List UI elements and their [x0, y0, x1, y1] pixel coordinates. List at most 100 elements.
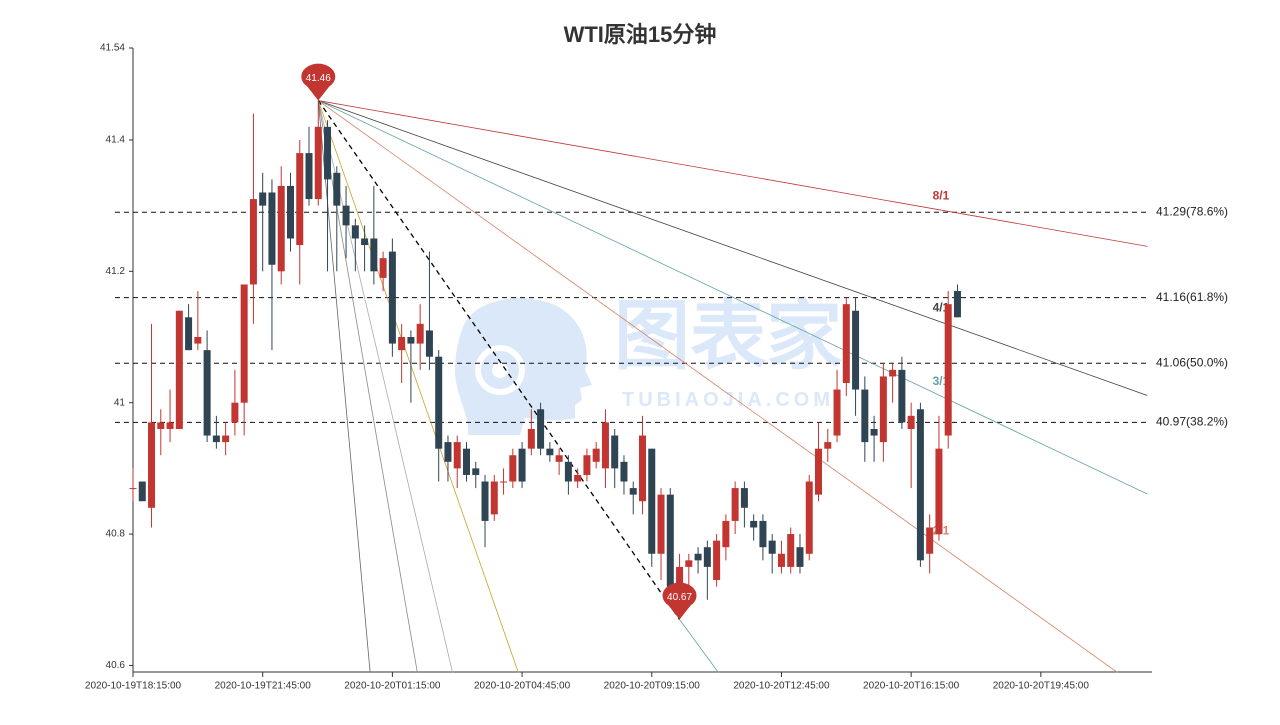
- candle-body: [286, 185, 294, 239]
- candle-body: [351, 225, 359, 239]
- candle-body: [249, 199, 257, 285]
- candle-body: [879, 376, 887, 443]
- level-label: 40.97(38.2%): [1156, 415, 1228, 429]
- candle-body: [926, 527, 934, 554]
- candle-body: [620, 461, 628, 482]
- y-tick-label: 41.4: [106, 135, 126, 146]
- x-tick-label: 2020-10-20T19:45:00: [993, 681, 1090, 692]
- candle-body: [555, 455, 563, 462]
- x-tick-label: 2020-10-20T12:45:00: [733, 681, 830, 692]
- marker-shape: [662, 582, 697, 620]
- candle-body: [435, 356, 443, 449]
- candle-body: [842, 304, 850, 383]
- candle-body: [324, 126, 332, 180]
- watermark: 图表家 TUBIAOJIA.COM: [455, 294, 842, 435]
- candle-body: [490, 481, 498, 515]
- fan-line: [318, 100, 1148, 247]
- candle-body: [407, 337, 415, 344]
- candle-body: [750, 520, 758, 528]
- candle-body: [481, 481, 489, 521]
- candle-body: [453, 442, 461, 469]
- candle-body: [805, 481, 813, 554]
- y-tick-label: 41.2: [106, 266, 126, 277]
- marker-shape: [301, 63, 336, 101]
- fan-line: [318, 100, 1118, 673]
- candle-body: [314, 126, 322, 200]
- candle-body: [259, 192, 267, 206]
- candle-body: [379, 258, 387, 278]
- fan-line: [679, 619, 719, 673]
- y-tick-label: 41.54: [100, 43, 125, 54]
- candle-body: [194, 337, 202, 344]
- chart-title: WTI原油15分钟: [564, 22, 717, 47]
- marker-label: 41.46: [306, 73, 331, 84]
- candle-body: [222, 435, 230, 443]
- marker-pin: 41.46: [301, 63, 336, 101]
- candle-body: [907, 415, 915, 429]
- x-tick-label: 2020-10-20T01:15:00: [344, 681, 441, 692]
- x-tick-label: 2020-10-19T21:45:00: [215, 681, 312, 692]
- watermark-title: 图表家: [614, 294, 842, 379]
- candle-body: [342, 205, 350, 226]
- candle-body: [676, 566, 684, 587]
- candle-body: [277, 185, 285, 272]
- candle-body: [500, 481, 508, 483]
- candle-body: [462, 448, 470, 475]
- marker-label: 40.67: [667, 592, 692, 603]
- candle-body: [601, 422, 609, 469]
- candle-body: [953, 291, 961, 318]
- candle-body: [518, 448, 526, 482]
- candle-body: [629, 488, 637, 495]
- candle-body: [166, 422, 174, 429]
- candle-body: [268, 192, 276, 265]
- level-label: 41.06(50.0%): [1156, 355, 1228, 369]
- candle-body: [296, 153, 304, 246]
- candle-body: [722, 520, 730, 548]
- x-tick-label: 2020-10-20T04:45:00: [474, 681, 571, 692]
- candle-body: [898, 369, 906, 423]
- candle-body: [740, 488, 748, 508]
- candle-body: [425, 330, 433, 357]
- candle-body: [148, 422, 156, 508]
- candle-body: [537, 409, 545, 449]
- candle-body: [611, 435, 619, 469]
- candle-body: [240, 284, 248, 403]
- watermark-subtitle: TUBIAOJIA.COM: [622, 389, 834, 411]
- fan-line: [318, 100, 1148, 495]
- fan-line: [317, 100, 418, 673]
- candle-body: [388, 251, 396, 344]
- candle-body: [185, 317, 193, 351]
- watermark-logo-dot: [492, 362, 508, 378]
- candle-body: [583, 455, 591, 475]
- marker-pin: 40.67: [662, 582, 697, 620]
- fan-line: [317, 100, 519, 673]
- candle-body: [129, 488, 137, 490]
- x-tick-label: 2020-10-19T18:15:00: [85, 681, 182, 692]
- candle-body: [444, 442, 452, 462]
- y-tick-label: 40.6: [106, 660, 126, 671]
- x-tick-label: 2020-10-20T09:15:00: [604, 681, 701, 692]
- candle-body: [648, 448, 656, 554]
- fan-line: [317, 100, 453, 673]
- candle-body: [416, 323, 424, 344]
- candle-body: [574, 474, 582, 482]
- candle-body: [777, 553, 785, 567]
- fan-line: [318, 100, 1148, 396]
- fan-line: [317, 100, 681, 620]
- candle-body: [731, 488, 739, 521]
- candle-body: [564, 461, 572, 482]
- candle-body: [713, 540, 721, 581]
- y-tick-label: 40.8: [106, 529, 126, 540]
- candle-body: [398, 337, 406, 351]
- candle-body: [231, 402, 239, 423]
- candle-body: [472, 468, 480, 475]
- candle-body: [157, 422, 165, 429]
- candle-body: [861, 389, 869, 443]
- candle-body: [768, 540, 776, 554]
- candle-body: [546, 448, 554, 456]
- candle-body: [944, 304, 952, 436]
- watermark-logo-ring: [475, 345, 525, 395]
- candle-body: [333, 172, 341, 206]
